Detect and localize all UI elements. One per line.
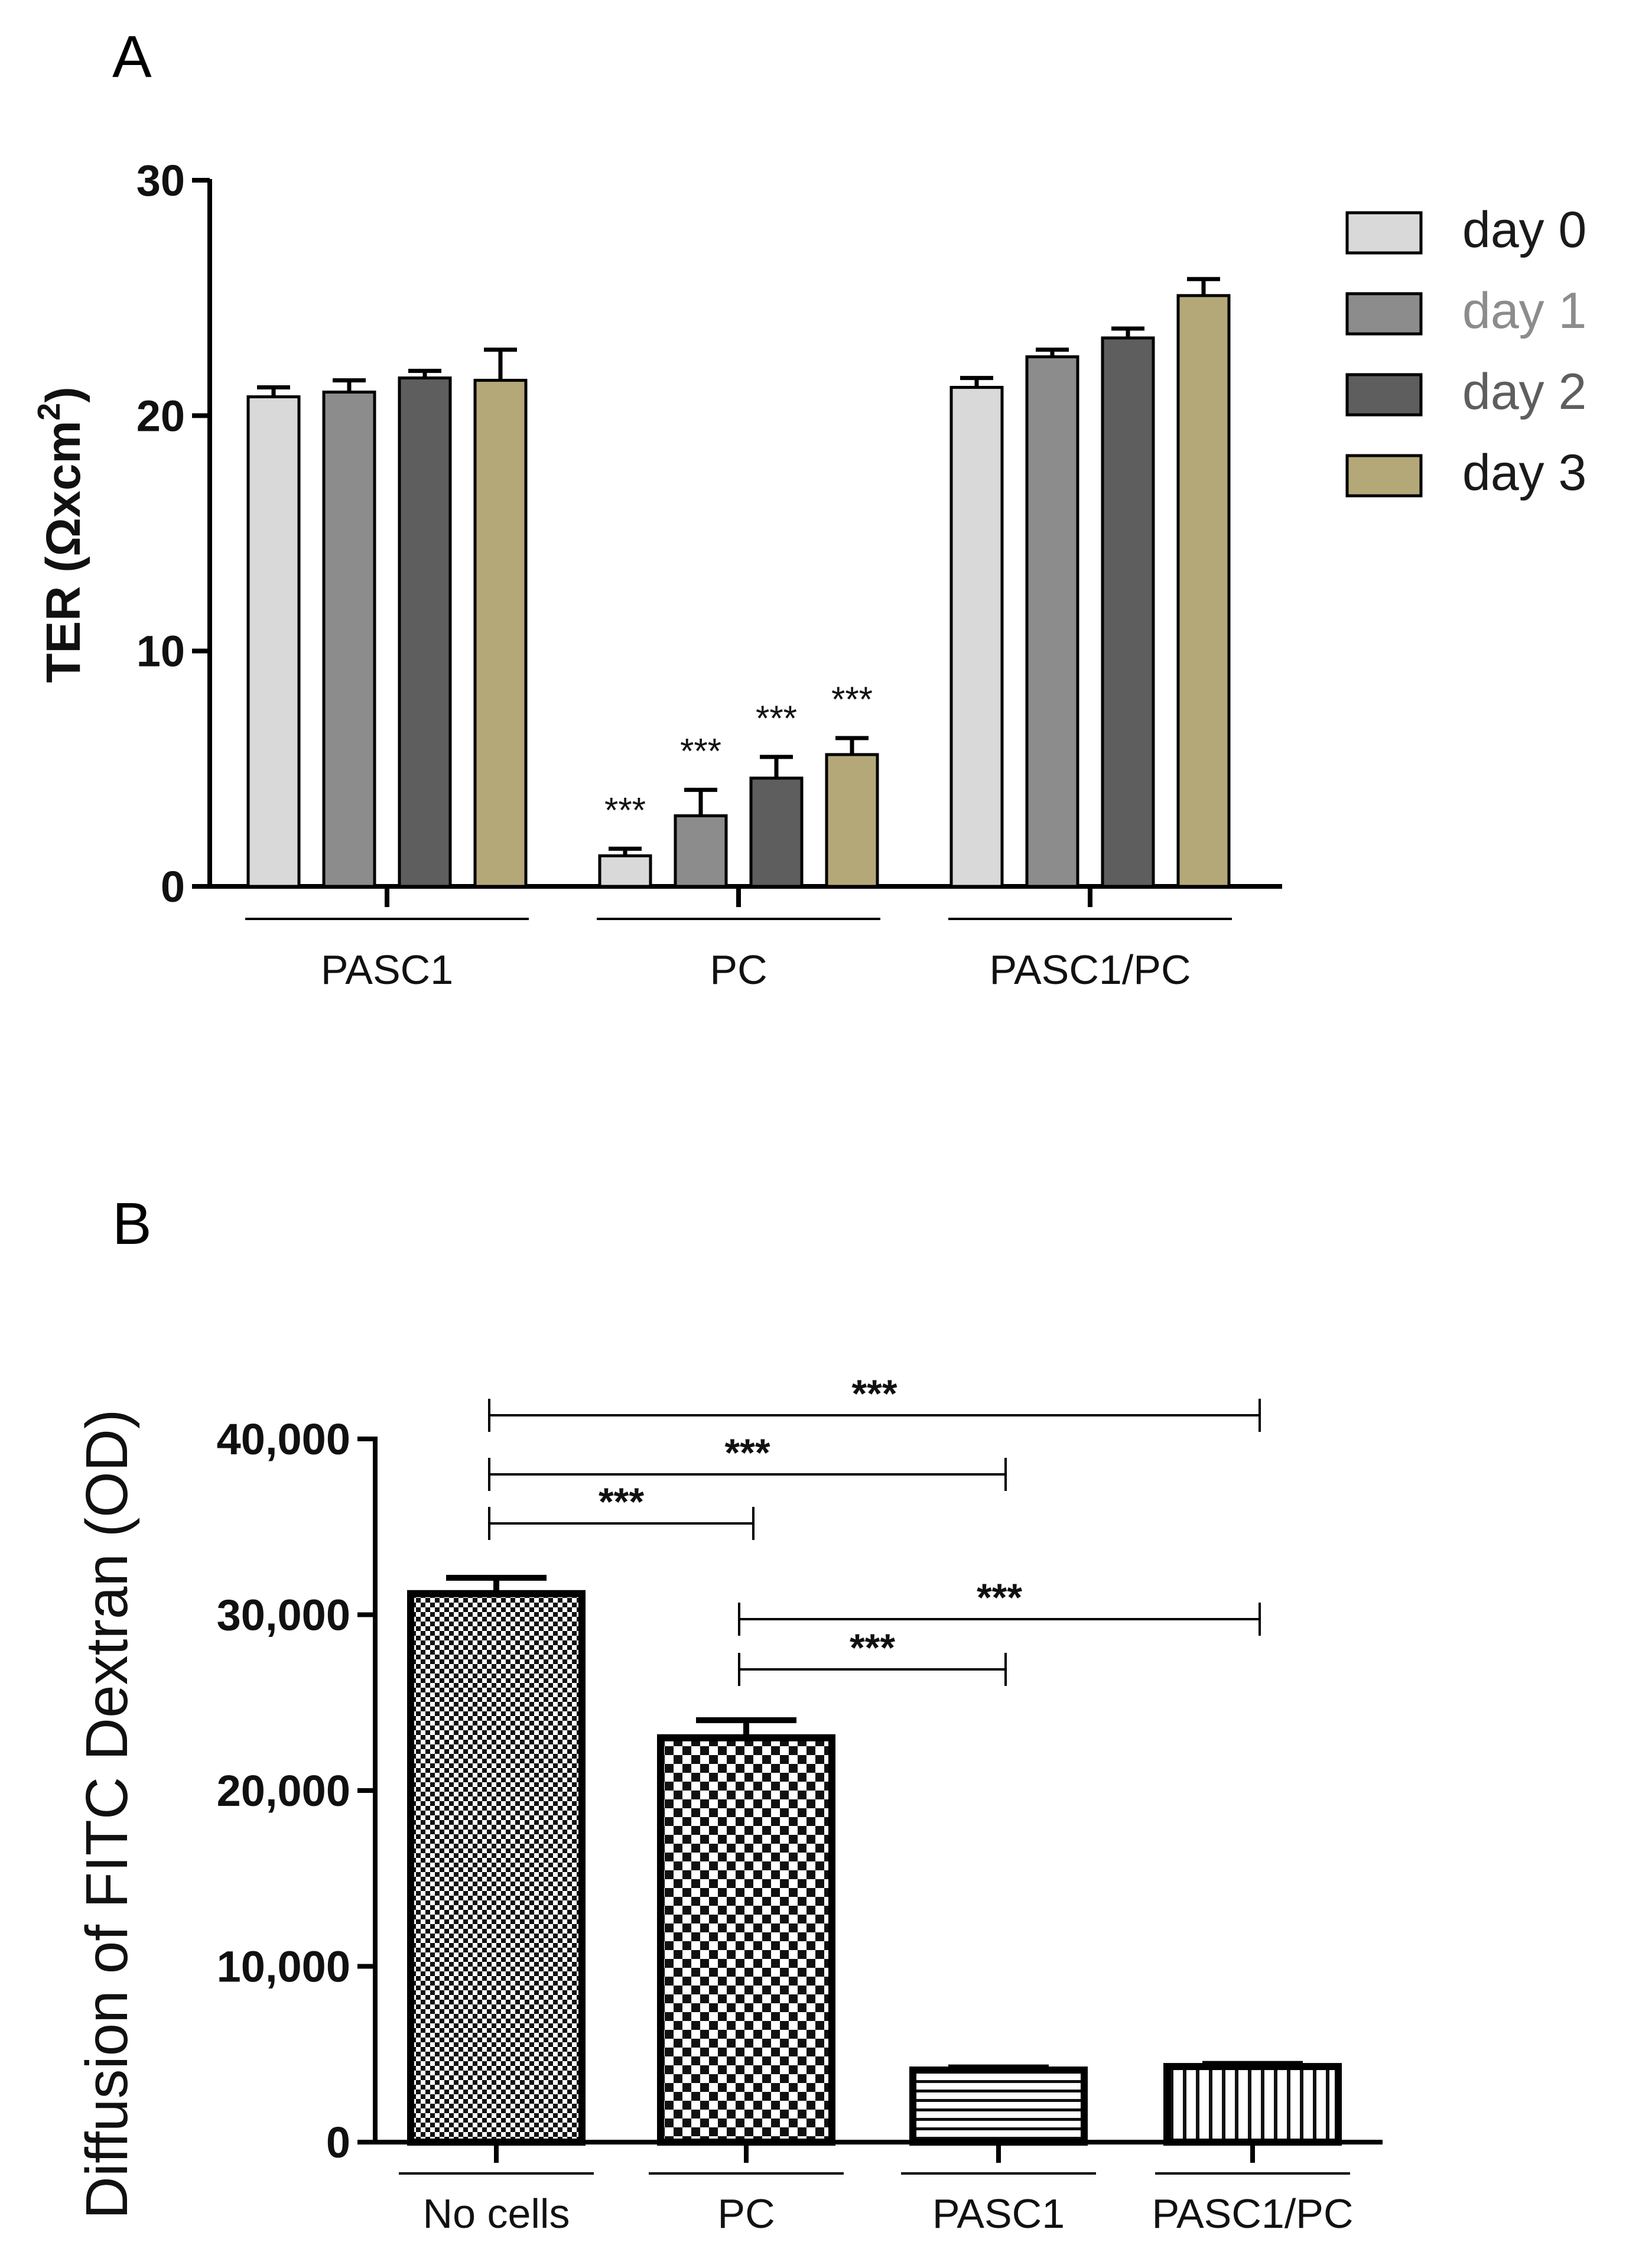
significance-marker: *** <box>756 698 797 738</box>
x-category-label: PC <box>717 2191 775 2237</box>
bar-pasc1-pc-day-3 <box>1176 294 1231 888</box>
bar-pc-day-3 <box>825 753 879 888</box>
bar-pasc1 <box>909 2066 1088 2146</box>
significance-marker: *** <box>850 1626 895 1669</box>
legend-label: day 0 <box>1462 202 1586 258</box>
x-category-label: PASC1 <box>321 947 453 993</box>
bar-pasc1-day-3 <box>473 379 528 888</box>
significance-marker: *** <box>977 1575 1022 1619</box>
y-tick-label: 10,000 <box>217 1942 350 1991</box>
bar-pasc1-pc <box>1163 2063 1342 2146</box>
legend-swatch-day-2 <box>1345 373 1423 417</box>
legend-swatch-day-0 <box>1345 211 1423 255</box>
legend-label: day 2 <box>1462 363 1586 420</box>
bar-pc-day-0 <box>598 854 652 888</box>
panel-b-label: B <box>112 1191 152 1257</box>
significance-marker: *** <box>680 732 721 771</box>
significance-marker: *** <box>724 1431 770 1474</box>
y-tick-label: 30,000 <box>217 1591 350 1640</box>
bar-no-cells <box>407 1590 586 2146</box>
y-axis-label: Diffusion of FITC Dextran (OD) <box>74 1409 140 2220</box>
panel-b-chart: 0 10,000 20,000 30,000 40,000 Diffusion of FI… <box>74 1372 1383 2237</box>
x-category-label: PASC1/PC <box>989 947 1191 993</box>
bar-pc-day-1 <box>674 814 728 888</box>
bar-pasc1-pc-day-1 <box>1025 355 1079 888</box>
x-category-label: PASC1 <box>932 2191 1065 2237</box>
y-tick-label: 30 <box>136 156 185 205</box>
bar-pasc1-pc-day-0 <box>949 386 1004 888</box>
panel-a-label: A <box>112 24 152 90</box>
y-tick-label: 40,000 <box>217 1415 350 1464</box>
bar-pc <box>657 1734 835 2146</box>
bar-pasc1-day-1 <box>322 391 376 888</box>
significance-marker: *** <box>599 1480 644 1523</box>
significance-marker: *** <box>604 790 646 830</box>
y-tick-label: 10 <box>136 627 185 676</box>
bar-pasc1-pc-day-2 <box>1101 336 1155 888</box>
significance-marker: *** <box>851 1372 897 1415</box>
bar-pasc1-day-0 <box>246 395 301 888</box>
panel-a-chart: 0 10 20 30 TER (Ωxcm2) PASC1 PC PASC1/PC *** *** *… <box>31 156 1586 993</box>
y-tick-label: 0 <box>326 2118 350 2167</box>
bar-pc-day-2 <box>749 776 804 888</box>
bar-pasc1-day-2 <box>398 376 452 888</box>
x-category-label: No cells <box>423 2191 570 2237</box>
legend-label: day 1 <box>1462 282 1586 339</box>
legend-swatch-day-3 <box>1345 454 1423 498</box>
y-tick-label: 0 <box>161 862 185 911</box>
significance-marker: *** <box>831 680 873 719</box>
y-tick-label: 20 <box>136 391 185 440</box>
legend-label: day 3 <box>1462 444 1586 501</box>
legend-swatch-day-1 <box>1345 292 1423 336</box>
x-category-label: PASC1/PC <box>1152 2191 1353 2237</box>
y-tick-label: 20,000 <box>217 1766 350 1815</box>
y-axis-label: TER (Ωxcm2) <box>31 386 90 683</box>
x-category-label: PC <box>710 947 767 993</box>
